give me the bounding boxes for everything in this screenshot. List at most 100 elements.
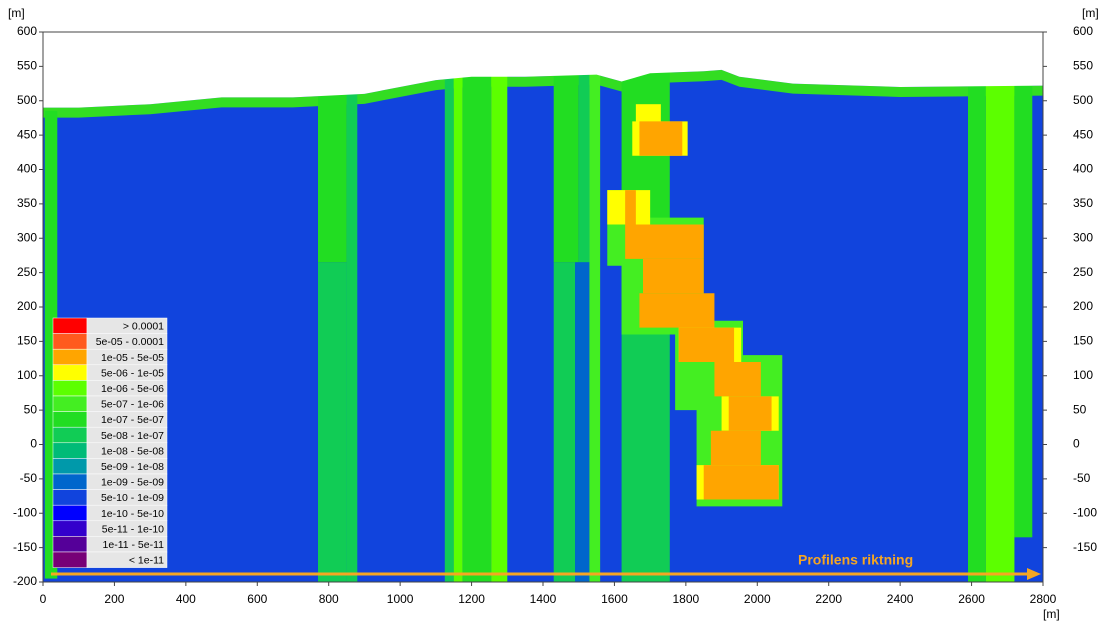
zone — [621, 331, 670, 582]
zone — [985, 59, 1015, 582]
x-tick-label: 1800 — [673, 592, 700, 606]
zone — [318, 262, 347, 582]
zone — [728, 396, 772, 431]
legend-swatch — [52, 551, 88, 568]
x-tick-label: 2000 — [744, 592, 771, 606]
plot — [43, 32, 1043, 582]
sky — [43, 32, 1043, 108]
legend-swatch — [52, 442, 88, 459]
zone — [453, 59, 463, 582]
y-tick-label: 100 — [17, 368, 37, 382]
y2-tick-label: 150 — [1073, 334, 1093, 348]
zone — [703, 465, 779, 500]
zone — [462, 59, 492, 582]
zone — [710, 430, 761, 466]
zone — [639, 293, 715, 328]
legend-label: 1e-09 - 5e-09 — [101, 477, 164, 489]
y2-tick-label: 200 — [1073, 299, 1093, 313]
legend-swatch — [52, 473, 88, 490]
zone — [625, 190, 636, 225]
y-tick-label: 50 — [24, 402, 38, 416]
legend-swatch — [52, 426, 88, 444]
legend-label: 5e-08 - 1e-07 — [101, 430, 164, 442]
zone — [491, 59, 508, 582]
y2-tick-label: 0 — [1073, 437, 1080, 451]
x-tick-label: 2600 — [958, 592, 985, 606]
legend-swatch — [52, 395, 88, 412]
y-tick-label: -150 — [13, 540, 37, 554]
zone — [346, 59, 358, 582]
y2-tick-label: -150 — [1073, 540, 1097, 554]
x-tick-label: 2200 — [815, 592, 842, 606]
legend-swatch — [52, 333, 88, 350]
y2-tick-label: 300 — [1073, 230, 1093, 244]
y2-axis-label: [m] — [1082, 6, 1099, 20]
y2-tick-label: 50 — [1073, 402, 1087, 416]
zone — [643, 258, 704, 294]
x-tick-label: 0 — [40, 592, 47, 606]
x-tick-label: 1000 — [387, 592, 414, 606]
y-tick-label: 400 — [17, 162, 37, 176]
y-tick-label: 450 — [17, 127, 37, 141]
zone — [678, 327, 735, 362]
y-tick-label: 250 — [17, 265, 37, 279]
y2-tick-label: -100 — [1073, 505, 1097, 519]
y-tick-label: 200 — [17, 299, 37, 313]
annotation: Profilens riktning — [798, 552, 913, 568]
legend-label-box — [86, 551, 168, 568]
zone — [968, 59, 986, 582]
x-tick-label: 2800 — [1030, 592, 1057, 606]
x-tick-label: 1200 — [458, 592, 485, 606]
y2-tick-label: 350 — [1073, 196, 1093, 210]
y-axis-label: [m] — [8, 6, 25, 20]
legend-label: 5e-10 - 1e-09 — [101, 492, 164, 504]
legend-swatch — [52, 520, 88, 537]
legend-swatch — [52, 348, 88, 366]
legend-swatch — [52, 536, 88, 553]
legend-swatch — [52, 411, 88, 428]
y-tick-label: 150 — [17, 334, 37, 348]
legend-label: 5e-07 - 1e-06 — [101, 399, 164, 411]
arrow-head — [1027, 568, 1041, 580]
y-tick-label: -100 — [13, 505, 37, 519]
legend-label: 1e-06 - 5e-06 — [101, 383, 164, 395]
legend-label: 1e-07 - 5e-07 — [101, 414, 164, 426]
y2-tick-label: -50 — [1073, 471, 1091, 485]
x-tick-label: 600 — [247, 592, 267, 606]
y-tick-label: 0 — [30, 437, 37, 451]
y-tick-label: -200 — [13, 574, 37, 588]
zone — [575, 262, 590, 582]
y-tick-label: 350 — [17, 196, 37, 210]
y2-tick-label: 100 — [1073, 368, 1093, 382]
legend-swatch — [52, 317, 88, 334]
plot-background — [43, 32, 1043, 582]
x-tick-label: 800 — [319, 592, 339, 606]
legend-label: 5e-09 - 1e-08 — [101, 461, 164, 473]
x-axis-label: [m] — [1043, 607, 1060, 621]
y-tick-label: 300 — [17, 230, 37, 244]
zone — [625, 224, 704, 259]
x-tick-label: 2400 — [887, 592, 914, 606]
y2-tick-label: 250 — [1073, 265, 1093, 279]
zone — [578, 59, 590, 263]
y2-tick-label: 400 — [1073, 162, 1093, 176]
legend-swatch — [52, 504, 88, 522]
legend-label: 5e-11 - 1e-10 — [102, 523, 164, 535]
legend-label: 1e-10 - 5e-10 — [101, 508, 164, 520]
legend-swatch — [52, 489, 88, 506]
legend-label: 1e-08 - 5e-08 — [101, 445, 164, 457]
zone — [639, 121, 683, 156]
x-tick-label: 1400 — [530, 592, 557, 606]
y2-tick-label: 500 — [1073, 93, 1093, 107]
legend-label: 5e-06 - 1e-05 — [101, 367, 164, 379]
legend-swatch — [52, 364, 88, 381]
legend-swatch — [52, 458, 88, 475]
zone — [589, 59, 601, 582]
y2-tick-label: 550 — [1073, 59, 1093, 73]
legend-label: 1e-05 - 5e-05 — [101, 352, 164, 364]
zone — [1014, 59, 1033, 538]
zone — [553, 262, 576, 582]
legend-swatch — [52, 380, 88, 397]
x-tick-label: 1600 — [601, 592, 628, 606]
